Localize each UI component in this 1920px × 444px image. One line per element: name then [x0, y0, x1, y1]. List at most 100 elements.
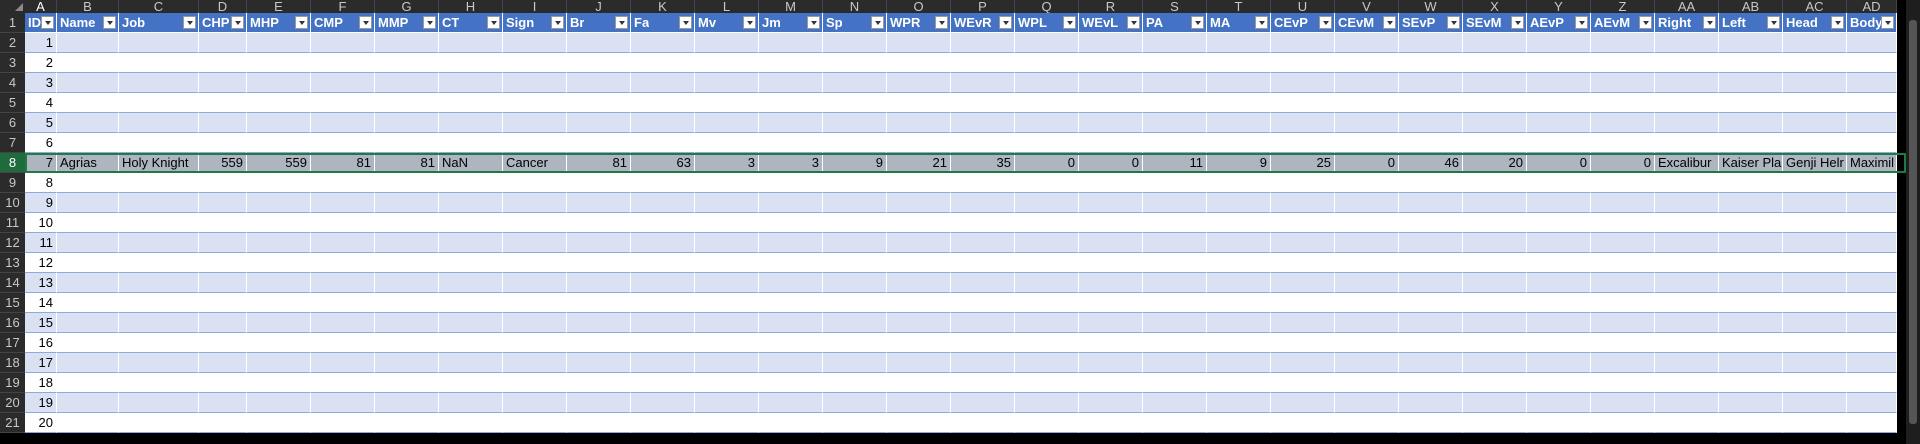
filter-dropdown-icon[interactable]	[1191, 16, 1204, 29]
cell-h-2[interactable]	[439, 33, 503, 53]
cell-ac-13[interactable]	[1783, 253, 1847, 273]
cell-f-14[interactable]	[311, 273, 375, 293]
column-header-v[interactable]: V	[1335, 0, 1399, 13]
cell-q-21[interactable]	[1015, 413, 1079, 433]
cell-n-15[interactable]	[823, 293, 887, 313]
cell-m-18[interactable]	[759, 353, 823, 373]
cell-i-6[interactable]	[503, 113, 567, 133]
cell-w-14[interactable]	[1399, 273, 1463, 293]
cell-c-19[interactable]	[119, 373, 199, 393]
filter-dropdown-icon[interactable]	[1319, 16, 1332, 29]
cell-v-17[interactable]	[1335, 333, 1399, 353]
cell-r-4[interactable]	[1079, 73, 1143, 93]
cell-v-13[interactable]	[1335, 253, 1399, 273]
header-cell-wevl[interactable]: WEvL	[1079, 13, 1143, 33]
cell-p-10[interactable]	[951, 193, 1015, 213]
cell-z-8[interactable]: 0	[1591, 153, 1655, 173]
cell-ac-15[interactable]	[1783, 293, 1847, 313]
cell-m-14[interactable]	[759, 273, 823, 293]
cell-ac-19[interactable]	[1783, 373, 1847, 393]
cell-l-10[interactable]	[695, 193, 759, 213]
filter-dropdown-icon[interactable]	[359, 16, 372, 29]
cell-y-5[interactable]	[1527, 93, 1591, 113]
cell-h-21[interactable]	[439, 413, 503, 433]
row-header-6[interactable]: 6	[0, 113, 25, 133]
cell-i-20[interactable]	[503, 393, 567, 413]
cell-ab-20[interactable]	[1719, 393, 1783, 413]
cell-p-17[interactable]	[951, 333, 1015, 353]
cell-h-11[interactable]	[439, 213, 503, 233]
header-cell-mv[interactable]: Mv	[695, 13, 759, 33]
cell-o-10[interactable]	[887, 193, 951, 213]
column-header-b[interactable]: B	[57, 0, 119, 13]
cell-z-7[interactable]	[1591, 133, 1655, 153]
cell-b-2[interactable]	[57, 33, 119, 53]
cell-j-17[interactable]	[567, 333, 631, 353]
cell-y-21[interactable]	[1527, 413, 1591, 433]
cell-e-4[interactable]	[247, 73, 311, 93]
row-header-7[interactable]: 7	[0, 133, 25, 153]
cell-s-12[interactable]	[1143, 233, 1207, 253]
header-cell-fa[interactable]: Fa	[631, 13, 695, 33]
cell-v-3[interactable]	[1335, 53, 1399, 73]
cell-ad-4[interactable]	[1847, 73, 1897, 93]
cell-k-14[interactable]	[631, 273, 695, 293]
cell-w-16[interactable]	[1399, 313, 1463, 333]
cell-e-14[interactable]	[247, 273, 311, 293]
cell-ac-21[interactable]	[1783, 413, 1847, 433]
filter-dropdown-icon[interactable]	[807, 16, 820, 29]
cell-s-5[interactable]	[1143, 93, 1207, 113]
cell-ac-18[interactable]	[1783, 353, 1847, 373]
cell-x-9[interactable]	[1463, 173, 1527, 193]
cell-y-19[interactable]	[1527, 373, 1591, 393]
cell-q-17[interactable]	[1015, 333, 1079, 353]
header-cell-sevp[interactable]: SEvP	[1399, 13, 1463, 33]
cell-b-5[interactable]	[57, 93, 119, 113]
cell-d-6[interactable]	[199, 113, 247, 133]
cell-r-16[interactable]	[1079, 313, 1143, 333]
column-header-o[interactable]: O	[887, 0, 951, 13]
cell-f-8[interactable]: 81	[311, 153, 375, 173]
cell-v-16[interactable]	[1335, 313, 1399, 333]
cell-p-20[interactable]	[951, 393, 1015, 413]
cell-q-10[interactable]	[1015, 193, 1079, 213]
cell-a-8[interactable]: 7	[25, 153, 57, 173]
cell-a-15[interactable]: 14	[25, 293, 57, 313]
cell-x-4[interactable]	[1463, 73, 1527, 93]
cell-f-3[interactable]	[311, 53, 375, 73]
cell-f-15[interactable]	[311, 293, 375, 313]
cell-t-18[interactable]	[1207, 353, 1271, 373]
cell-k-12[interactable]	[631, 233, 695, 253]
cell-i-12[interactable]	[503, 233, 567, 253]
cell-e-6[interactable]	[247, 113, 311, 133]
cell-m-5[interactable]	[759, 93, 823, 113]
cell-x-6[interactable]	[1463, 113, 1527, 133]
cell-c-8[interactable]: Holy Knight	[119, 153, 199, 173]
header-cell-chp[interactable]: CHP	[199, 13, 247, 33]
column-header-i[interactable]: I	[503, 0, 567, 13]
cell-n-19[interactable]	[823, 373, 887, 393]
cell-h-10[interactable]	[439, 193, 503, 213]
cell-i-17[interactable]	[503, 333, 567, 353]
cell-h-6[interactable]	[439, 113, 503, 133]
cell-z-3[interactable]	[1591, 53, 1655, 73]
cell-s-21[interactable]	[1143, 413, 1207, 433]
cell-r-17[interactable]	[1079, 333, 1143, 353]
cell-ab-12[interactable]	[1719, 233, 1783, 253]
cell-l-18[interactable]	[695, 353, 759, 373]
cell-ad-9[interactable]	[1847, 173, 1897, 193]
cell-x-19[interactable]	[1463, 373, 1527, 393]
cell-v-18[interactable]	[1335, 353, 1399, 373]
cell-x-7[interactable]	[1463, 133, 1527, 153]
cell-ac-17[interactable]	[1783, 333, 1847, 353]
cell-f-2[interactable]	[311, 33, 375, 53]
cell-v-14[interactable]	[1335, 273, 1399, 293]
cell-i-14[interactable]	[503, 273, 567, 293]
cell-b-15[interactable]	[57, 293, 119, 313]
cell-ac-2[interactable]	[1783, 33, 1847, 53]
cell-ab-2[interactable]	[1719, 33, 1783, 53]
cell-g-6[interactable]	[375, 113, 439, 133]
cell-aa-21[interactable]	[1655, 413, 1719, 433]
cell-x-20[interactable]	[1463, 393, 1527, 413]
cell-ad-17[interactable]	[1847, 333, 1897, 353]
